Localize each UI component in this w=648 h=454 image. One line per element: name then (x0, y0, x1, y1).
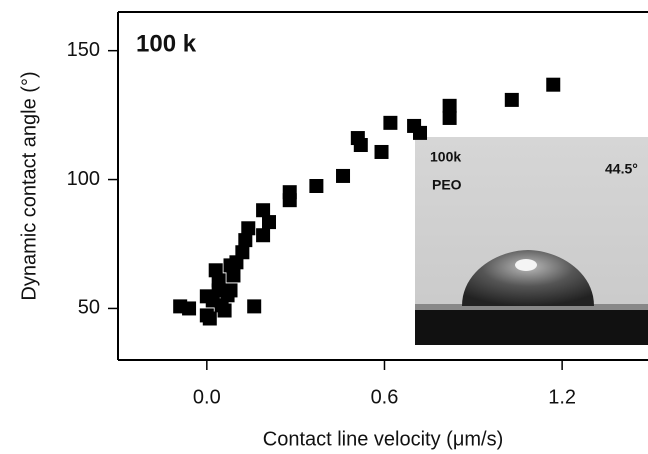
x-tick-label: 0.6 (371, 386, 399, 408)
y-axis-label: Dynamic contact angle (°) (18, 71, 40, 300)
point (374, 144, 389, 159)
inset-angle: 44.5° (605, 161, 638, 177)
point (256, 228, 271, 243)
point (182, 301, 197, 316)
point (247, 299, 262, 314)
point (383, 115, 398, 130)
point (309, 179, 324, 193)
y-tick-label: 50 (78, 297, 100, 319)
y-tick-label: 100 (67, 168, 100, 190)
point (235, 245, 250, 260)
y-tick-label: 150 (67, 39, 100, 61)
point (442, 98, 457, 113)
point (238, 233, 253, 248)
point (226, 268, 241, 283)
x-tick-label: 0.0 (193, 386, 221, 408)
point (223, 283, 238, 298)
inset-photo: 100k PEO 44.5° (415, 137, 648, 345)
inset-label: 100k (430, 149, 461, 165)
point (262, 215, 277, 230)
point (413, 125, 428, 140)
point (256, 203, 271, 218)
inset-label: PEO (432, 177, 462, 193)
point (211, 273, 226, 288)
annotation: 100 k (136, 30, 197, 57)
point (282, 185, 297, 200)
point (217, 303, 232, 318)
point (202, 311, 217, 326)
point (353, 138, 368, 153)
point (241, 221, 256, 236)
x-tick-label: 1.2 (548, 386, 576, 408)
x-axis-label: Contact line velocity (μm/s) (263, 428, 503, 450)
point (336, 168, 351, 183)
point (546, 77, 561, 92)
point (504, 92, 519, 107)
point (442, 110, 457, 125)
